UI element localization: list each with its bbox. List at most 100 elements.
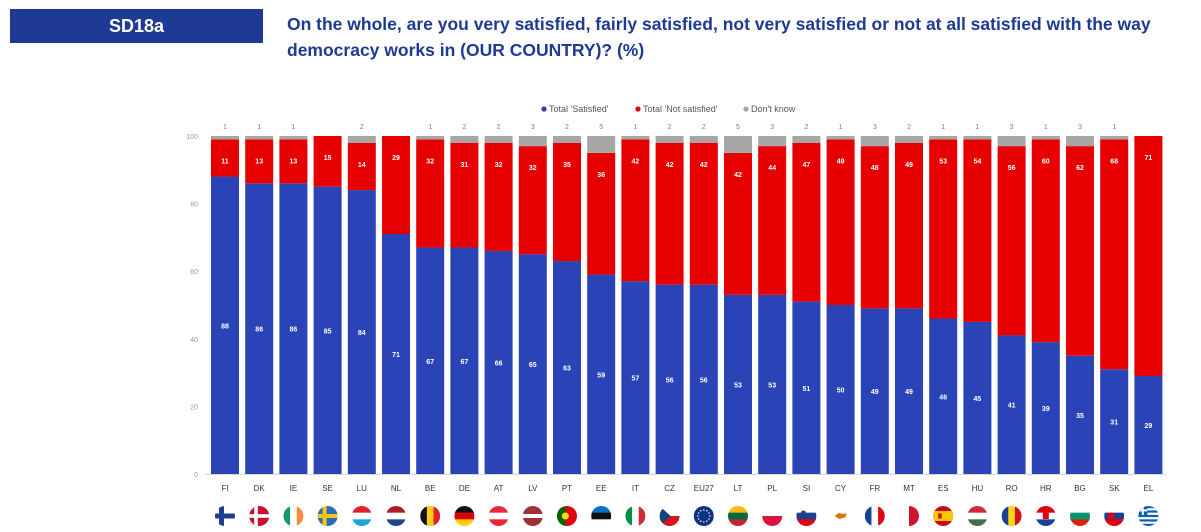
bar-dont-know <box>621 136 650 140</box>
bar-satisfied <box>997 335 1026 474</box>
legend-label: Total 'Not satisfied' <box>643 104 718 114</box>
value-label-dont-know: 3 <box>1010 124 1014 131</box>
value-label-satisfied: 85 <box>324 328 332 335</box>
value-label-satisfied: 86 <box>255 327 263 334</box>
value-label-satisfied: 35 <box>1076 413 1084 420</box>
value-label-satisfied: 39 <box>1042 406 1050 413</box>
value-label-dont-know: 1 <box>1044 124 1048 131</box>
bar-not-satisfied <box>245 139 274 184</box>
bar-dont-know <box>860 136 889 147</box>
value-label-not-satisfied: 42 <box>666 162 674 169</box>
value-label-not-satisfied: 44 <box>768 165 776 172</box>
bar-dont-know <box>963 136 992 140</box>
bar-not-satisfied <box>553 142 581 262</box>
bar-dont-know <box>347 136 376 143</box>
value-label-dont-know: 1 <box>291 124 295 131</box>
bar-not-satisfied <box>1066 146 1094 356</box>
value-label-not-satisfied: 32 <box>529 165 537 172</box>
bar-satisfied <box>758 294 787 474</box>
value-label-satisfied: 31 <box>1110 420 1118 427</box>
flag-pl-icon <box>762 506 783 526</box>
bar-not-satisfied <box>518 146 547 255</box>
bar-satisfied <box>655 284 684 474</box>
category-label: EE <box>596 484 607 493</box>
value-label-not-satisfied: 31 <box>461 162 469 169</box>
legend-marker <box>743 106 749 112</box>
category-label: CY <box>835 484 847 493</box>
bar-dont-know <box>997 136 1026 147</box>
value-label-satisfied: 46 <box>939 394 947 401</box>
value-label-satisfied: 59 <box>597 372 605 379</box>
value-label-satisfied: 63 <box>563 366 571 373</box>
value-label-not-satisfied: 71 <box>1145 155 1153 162</box>
flag-hu-icon <box>967 506 988 526</box>
y-tick-label: 100 <box>186 134 198 141</box>
bar-satisfied <box>587 274 616 474</box>
value-label-dont-know: 2 <box>907 124 911 131</box>
value-label-not-satisfied: 49 <box>905 162 913 169</box>
value-label-dont-know: 1 <box>941 124 945 131</box>
value-label-satisfied: 67 <box>461 359 469 366</box>
section-badge: SD18a <box>10 9 263 43</box>
flag-bg-icon <box>1070 506 1090 526</box>
value-label-satisfied: 53 <box>768 382 776 389</box>
category-label: EL <box>1144 484 1154 493</box>
flag-es-icon <box>933 506 954 526</box>
bar-satisfied <box>963 321 992 474</box>
value-label-dont-know: 1 <box>428 124 432 131</box>
flag-gr-icon <box>1138 506 1159 526</box>
value-label-satisfied: 86 <box>290 327 298 334</box>
flag-dk-icon <box>249 506 270 526</box>
value-label-not-satisfied: 62 <box>1076 165 1084 172</box>
value-label-satisfied: 45 <box>974 396 982 403</box>
value-label-satisfied: 66 <box>495 360 503 367</box>
bar-satisfied <box>621 281 650 474</box>
bar-satisfied <box>416 247 445 474</box>
value-label-satisfied: 56 <box>700 377 708 384</box>
value-label-not-satisfied: 53 <box>939 158 947 165</box>
bar-satisfied <box>860 308 889 474</box>
header: SD18a On the whole, are you very satisfi… <box>0 0 1201 80</box>
y-axis: 0 20 40 60 80 100 <box>186 134 198 479</box>
value-label-not-satisfied: 47 <box>803 162 811 169</box>
flag-it-icon <box>625 506 646 526</box>
flag-lv-icon <box>522 506 543 526</box>
bar-not-satisfied <box>313 136 342 187</box>
bars: 88111FI86131DK86131IE8515SE84142LU7129NL… <box>211 124 1163 493</box>
category-label: SE <box>322 484 333 493</box>
value-label-dont-know: 2 <box>668 124 672 131</box>
category-label: FR <box>869 484 880 493</box>
bar-dont-know <box>929 136 958 140</box>
value-label-dont-know: 1 <box>223 124 227 131</box>
bar-satisfied <box>518 254 547 474</box>
legend-label: Total 'Satisfied' <box>549 104 609 114</box>
bar-not-satisfied <box>279 139 308 184</box>
bar-dont-know <box>1031 136 1060 140</box>
flag-ie-icon <box>283 506 304 526</box>
flag-lt-icon <box>728 506 748 526</box>
category-label: BG <box>1074 484 1086 493</box>
bar-satisfied <box>1100 369 1129 474</box>
value-label-not-satisfied: 13 <box>255 158 263 165</box>
value-label-dont-know: 5 <box>599 124 603 131</box>
bar-not-satisfied <box>997 146 1026 336</box>
bar-satisfied <box>826 305 855 474</box>
y-tick-label: 40 <box>190 337 198 344</box>
flag-cz-icon <box>659 506 680 526</box>
bar-not-satisfied <box>1134 136 1163 376</box>
value-label-not-satisfied: 60 <box>1042 158 1050 165</box>
bar-dont-know <box>1100 136 1129 140</box>
bar-dont-know <box>553 136 581 143</box>
y-tick-label: 60 <box>190 269 198 276</box>
bar-not-satisfied <box>211 139 239 177</box>
flag-nl-icon <box>386 506 406 526</box>
bar-dont-know <box>416 136 445 140</box>
category-label: SI <box>803 484 811 493</box>
value-label-dont-know: 5 <box>736 124 740 131</box>
flag-mt-icon <box>899 506 919 526</box>
bar-satisfied <box>1134 375 1163 474</box>
bar-satisfied <box>279 183 308 474</box>
category-label: HR <box>1040 484 1052 493</box>
flag-at-icon <box>488 506 509 526</box>
category-label: HU <box>972 484 984 493</box>
